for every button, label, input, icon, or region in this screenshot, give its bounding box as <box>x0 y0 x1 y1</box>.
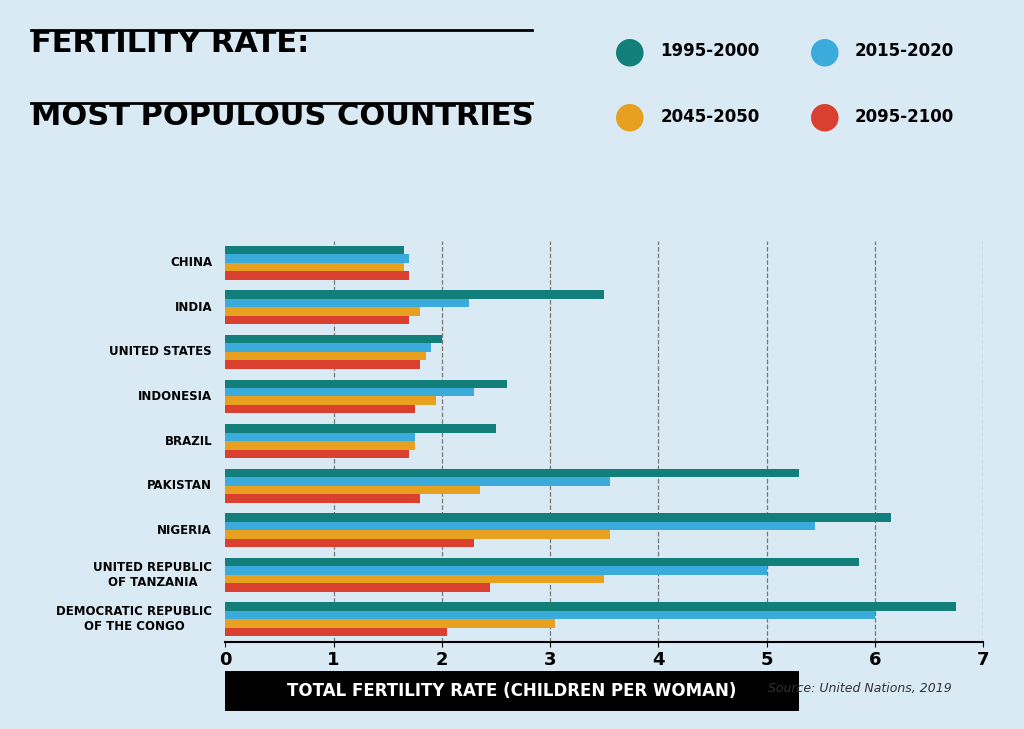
Bar <box>225 566 767 574</box>
Bar <box>225 494 420 502</box>
Bar <box>225 246 403 254</box>
Text: 2095-2100: 2095-2100 <box>855 108 954 125</box>
Text: FERTILITY RATE:: FERTILITY RATE: <box>31 29 309 58</box>
Bar <box>225 308 420 316</box>
Bar <box>225 441 415 450</box>
Bar <box>225 450 410 458</box>
Bar <box>225 539 474 547</box>
Bar <box>225 271 410 280</box>
Bar <box>225 477 609 486</box>
Text: ●: ● <box>809 100 841 133</box>
Text: 2045-2050: 2045-2050 <box>660 108 760 125</box>
Bar <box>225 486 479 494</box>
Bar <box>225 299 469 308</box>
Text: 2015-2020: 2015-2020 <box>855 42 954 60</box>
Bar <box>225 397 436 405</box>
Text: MOST POPULOUS COUNTRIES: MOST POPULOUS COUNTRIES <box>31 102 534 131</box>
Bar <box>225 602 956 611</box>
Text: Source: United Nations, 2019: Source: United Nations, 2019 <box>768 682 951 695</box>
Bar <box>225 522 815 530</box>
Bar <box>225 611 874 619</box>
Bar <box>225 352 426 360</box>
Bar <box>225 405 415 413</box>
Bar <box>225 558 858 566</box>
Bar <box>225 583 490 592</box>
Bar <box>225 469 799 477</box>
Bar <box>225 513 891 522</box>
Text: ●: ● <box>614 34 646 68</box>
Bar <box>225 380 507 388</box>
Bar <box>225 335 441 343</box>
Bar <box>225 263 403 271</box>
Bar <box>225 530 609 539</box>
Bar <box>225 424 496 432</box>
Bar <box>225 619 555 628</box>
Bar <box>225 628 447 636</box>
Bar <box>225 343 431 352</box>
Bar <box>225 316 410 324</box>
Text: ●: ● <box>809 34 841 68</box>
Bar <box>225 290 604 299</box>
Bar <box>225 432 415 441</box>
Bar <box>225 574 604 583</box>
Bar <box>225 360 420 369</box>
Text: TOTAL FERTILITY RATE (CHILDREN PER WOMAN): TOTAL FERTILITY RATE (CHILDREN PER WOMAN… <box>288 682 736 700</box>
Bar <box>225 254 410 263</box>
Text: 1995-2000: 1995-2000 <box>660 42 760 60</box>
Bar <box>225 388 474 397</box>
Text: ●: ● <box>614 100 646 133</box>
